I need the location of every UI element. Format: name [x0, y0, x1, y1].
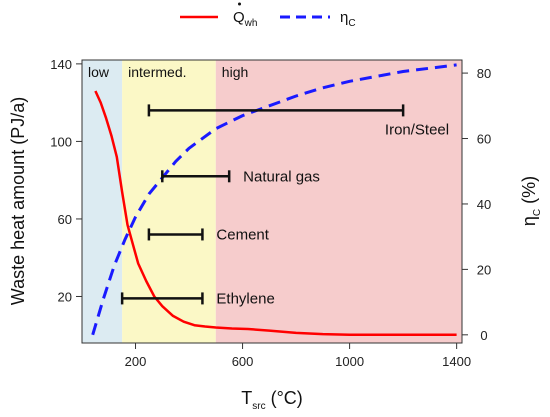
data-series	[91, 63, 457, 336]
region-high	[215, 60, 462, 343]
series-line-qwh	[94, 90, 457, 336]
y-left-tick-label: 60	[58, 212, 72, 227]
range-label: Cement	[216, 226, 269, 243]
y-right-title-rest: (%)	[519, 176, 539, 209]
y-right-tick-label: 40	[477, 197, 491, 212]
temperature-ranges: Iron/Steel Natural gas Cement Ethylene	[120, 104, 449, 307]
x-title-sub: src	[252, 401, 265, 412]
x-tick-label: 600	[232, 354, 254, 369]
y-left-tick-label: 100	[50, 134, 72, 149]
y-right-axis-title: ηC (%)	[519, 176, 543, 226]
y-right-tick-label: 60	[477, 132, 491, 147]
legend-label-main: η	[340, 9, 348, 26]
plot-frame	[81, 59, 463, 344]
region-label: high	[222, 64, 248, 80]
background-regions: low intermed. high	[82, 60, 462, 343]
legend-label-sub: C	[348, 18, 355, 29]
range-cement: Cement	[147, 226, 270, 243]
range-label: Iron/Steel	[385, 121, 449, 138]
y-right-tick-label: 20	[477, 262, 491, 277]
y-right-tick-label: 0	[480, 328, 487, 343]
y-right-title-sub: C	[532, 209, 543, 216]
legend-label-main: Q	[233, 9, 245, 26]
range-iron-steel: Iron/Steel	[147, 104, 449, 138]
legend: Qwh ηC	[180, 2, 356, 29]
region-label: intermed.	[128, 64, 186, 80]
x-tick-label: 1000	[335, 354, 364, 369]
x-title-rest: (°C)	[266, 388, 303, 408]
y-left-axis-title: Waste heat amount (PJ/a)	[8, 97, 28, 305]
range-label: Natural gas	[243, 168, 320, 185]
y-right-title-main: η	[519, 216, 539, 226]
region-label: low	[88, 64, 110, 80]
x-tick-label: 1400	[442, 354, 471, 369]
y-left-tick-label: 140	[50, 57, 72, 72]
x-tick-label: 200	[125, 354, 147, 369]
legend-label-sub: wh	[244, 18, 258, 29]
series-line-eta-c	[91, 63, 457, 336]
x-title-main: T	[241, 388, 252, 408]
y-left-tick-label: 20	[58, 289, 72, 304]
y-right-tick-label: 80	[477, 66, 491, 81]
region-low	[82, 60, 123, 343]
range-natural-gas: Natural gas	[161, 168, 320, 185]
x-axis-title: Tsrc (°C)	[241, 388, 303, 412]
range-ethylene: Ethylene	[120, 290, 275, 307]
legend-label-eta-c: ηC	[340, 9, 356, 29]
legend-label-qwh: Qwh	[233, 9, 257, 29]
region-intermed	[122, 60, 216, 343]
range-label: Ethylene	[216, 290, 274, 307]
legend-dot-accent	[238, 2, 241, 6]
